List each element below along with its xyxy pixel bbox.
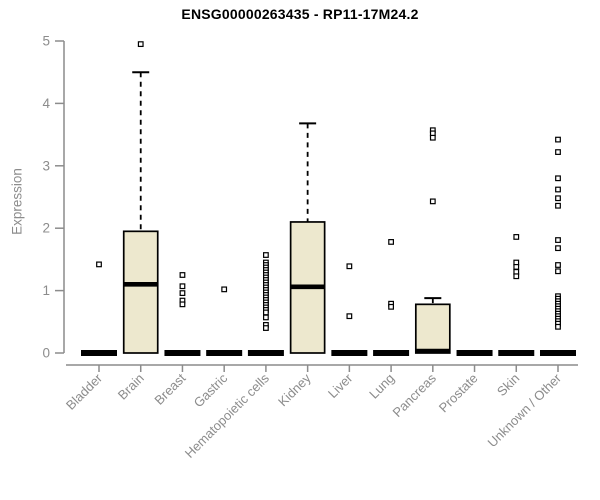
outlier-point <box>555 149 561 155</box>
outlier-point <box>263 314 269 321</box>
collapsed-box <box>164 350 201 356</box>
outlier-point <box>179 301 186 308</box>
outlier-point <box>346 313 353 320</box>
x-category-label: Lung <box>366 371 397 402</box>
collapsed-box <box>498 350 535 356</box>
y-axis-tick-label: 2 <box>42 221 50 236</box>
outlier-point <box>179 283 186 290</box>
collapsed-box <box>331 350 368 356</box>
x-category-label: Prostate <box>436 371 481 416</box>
x-category-label: Skin <box>494 371 522 399</box>
outlier-point <box>555 268 561 275</box>
outlier-point <box>429 134 436 141</box>
x-category-label: Gastric <box>191 370 231 410</box>
collapsed-box <box>206 350 243 356</box>
outlier-point <box>513 263 520 270</box>
y-axis-label: Expression <box>9 168 25 235</box>
x-category-label: Liver <box>325 370 356 401</box>
outlier-point <box>388 239 394 245</box>
collapsed-box <box>539 350 576 356</box>
outlier-point <box>555 195 561 202</box>
box <box>414 303 451 354</box>
y-axis-tick-label: 4 <box>42 96 50 111</box>
x-category-label: Breast <box>151 370 188 407</box>
outlier-point <box>513 273 520 280</box>
outlier-point <box>555 202 561 209</box>
collapsed-box <box>247 350 284 356</box>
collapsed-box <box>456 350 493 356</box>
outlier-point <box>263 325 269 331</box>
outlier-point <box>555 237 561 243</box>
y-axis-tick-label: 0 <box>42 346 50 361</box>
outlier-point <box>179 290 186 296</box>
outlier-point <box>137 41 144 48</box>
x-category-label: Bladder <box>63 370 106 413</box>
outlier-point <box>555 262 561 268</box>
outlier-point <box>263 309 269 316</box>
collapsed-box <box>373 350 410 356</box>
chart-title: ENSG00000263435 - RP11-17M24.2 <box>181 6 419 22</box>
x-category-label: Kidney <box>275 370 314 409</box>
outlier-point <box>555 136 561 143</box>
outlier-point <box>555 175 561 182</box>
x-category-label: Unknown / Other <box>485 370 565 450</box>
outlier-point <box>221 286 228 293</box>
outlier-point <box>513 234 520 240</box>
outlier-point <box>388 303 394 310</box>
x-category-label: Brain <box>115 371 147 403</box>
y-axis-tick-label: 3 <box>42 158 50 173</box>
outlier-point <box>555 186 561 193</box>
box <box>122 230 159 354</box>
outlier-point <box>179 272 186 278</box>
y-axis-tick-label: 1 <box>42 283 50 298</box>
y-axis-tick-label: 5 <box>42 34 50 49</box>
outlier-point <box>429 198 436 205</box>
outlier-point <box>346 263 353 270</box>
x-category-label: Pancreas <box>389 370 439 420</box>
outlier-point <box>263 252 269 258</box>
outlier-point <box>96 261 102 268</box>
outlier-point <box>555 245 561 252</box>
outlier-point <box>555 323 561 330</box>
collapsed-box <box>81 350 117 356</box>
